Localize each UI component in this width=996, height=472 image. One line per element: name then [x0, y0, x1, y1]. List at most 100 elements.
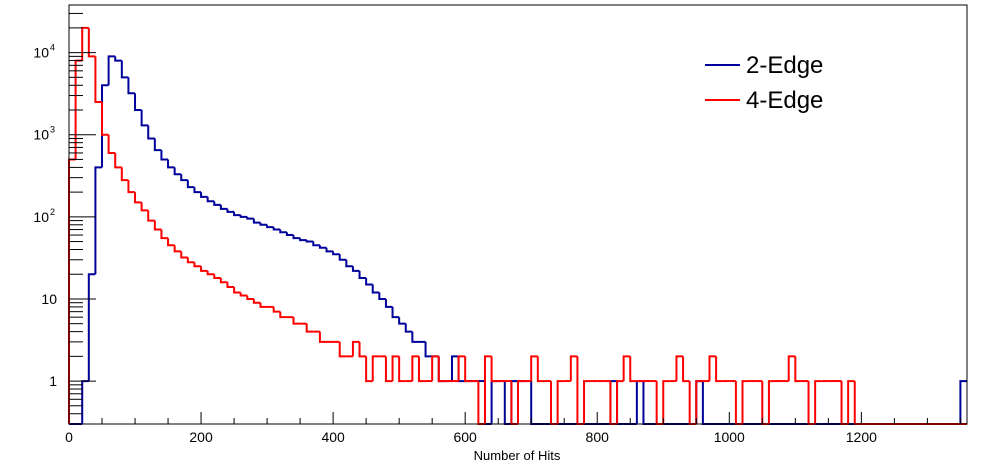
histogram-bin-4edge	[556, 380, 565, 424]
histogram-bin-2edge	[107, 55, 116, 86]
histogram-bin-4edge	[160, 229, 169, 240]
histogram-bin-4edge	[153, 220, 162, 231]
histogram-bin-4edge	[371, 355, 380, 382]
histogram-bin-4edge	[695, 380, 703, 424]
histogram-bin-2edge	[266, 224, 274, 229]
legend: 2-Edge 4-Edge	[705, 52, 823, 114]
histogram-bin-4edge	[213, 274, 221, 279]
histogram-bin-2edge	[114, 56, 122, 62]
histogram-bin-4edge	[200, 266, 208, 272]
x-tick-label: 800	[586, 429, 610, 445]
histogram-bin-2edge	[450, 355, 459, 382]
histogram-bin-4edge	[536, 356, 545, 383]
histogram-bin-4edge	[708, 355, 717, 382]
histogram-bin-4edge	[147, 210, 155, 222]
y-tick-base: 10	[33, 209, 49, 225]
histogram-bin-2edge	[233, 211, 241, 217]
histogram-bin-4edge	[847, 380, 855, 424]
histogram-bin-2edge	[239, 215, 248, 218]
histogram-bin-4edge	[675, 355, 684, 382]
histogram-bin-2edge	[312, 241, 320, 247]
histogram-bin-4edge	[120, 167, 129, 182]
histogram-bin-2edge	[120, 60, 129, 79]
histogram-bin-4edge	[318, 331, 327, 343]
histogram-bin-2edge	[272, 227, 281, 231]
histogram-bin-2edge	[338, 254, 347, 261]
histogram-bin-2edge	[140, 110, 149, 127]
histogram-bin-2edge	[180, 174, 188, 182]
histogram-bin-2edge	[246, 216, 254, 220]
histogram-bin-4edge	[629, 356, 637, 383]
histogram-bin-2edge	[186, 180, 195, 189]
histogram-bin-2edge	[404, 323, 413, 333]
histogram-bin-2edge	[424, 341, 433, 358]
histogram-bin-2edge	[200, 192, 208, 198]
histogram-bin-2edge	[160, 150, 169, 161]
y-tick-base: 10	[33, 45, 49, 61]
legend-label-4edge: 4-Edge	[746, 87, 823, 114]
histogram-bin-4edge	[186, 257, 195, 264]
histogram-bin-4edge	[365, 356, 373, 383]
histogram-bin-4edge	[464, 356, 472, 383]
histogram-bin-2edge	[299, 238, 307, 242]
histogram-bin-4edge	[715, 356, 723, 383]
histogram-bin-4edge	[305, 323, 314, 333]
histogram-bin-2edge	[193, 187, 202, 194]
histogram-bin-2edge	[285, 232, 294, 237]
histogram-bin-4edge	[233, 286, 241, 294]
y-tick-exponent: 4	[50, 43, 55, 53]
x-tick-label: 1000	[714, 429, 745, 445]
y-tick-base: 10	[41, 291, 57, 307]
histogram-bin-4edge	[292, 317, 301, 325]
y-tick-base: 1	[49, 373, 57, 389]
histogram-bin-2edge	[87, 273, 96, 382]
histogram-bin-2edge	[252, 218, 261, 224]
histogram-bin-2edge	[305, 240, 314, 243]
histogram-bin-4edge	[417, 356, 426, 383]
histogram-bin-2edge	[701, 381, 710, 425]
histogram-bin-4edge	[173, 245, 182, 253]
histogram-bin-2edge	[332, 251, 340, 256]
x-tick-label: 1200	[846, 429, 877, 445]
histogram-bin-2edge	[134, 93, 142, 112]
histogram-bin-4edge	[814, 380, 822, 424]
x-tick-label: 0	[65, 429, 73, 445]
x-tick-label: 600	[453, 429, 477, 445]
histogram-bin-2edge	[384, 298, 393, 308]
x-tick-label: 400	[321, 429, 345, 445]
histogram-bin-2edge	[153, 138, 162, 152]
histogram-bin-4edge	[252, 298, 261, 304]
histogram-bin-2edge	[213, 201, 221, 206]
histogram-bin-4edge	[246, 295, 254, 300]
histogram-bin-2edge	[345, 259, 353, 268]
histogram-bin-4edge	[483, 355, 492, 424]
histogram-bin-4edge	[437, 356, 446, 383]
plot-frame	[68, 4, 968, 425]
histogram-bin-4edge	[87, 27, 96, 58]
histogram-bin-4edge	[569, 355, 578, 382]
histogram-bin-2edge	[351, 266, 360, 272]
histogram-bin-4edge	[193, 262, 202, 268]
histogram-bin-4edge	[94, 56, 103, 104]
histogram-bin-2edge	[325, 247, 334, 253]
histogram-bin-4edge	[226, 282, 235, 288]
histogram-bin-4edge	[616, 380, 624, 424]
y-tick-label: 10 2	[33, 207, 55, 225]
histogram-bin-2edge	[365, 277, 373, 286]
x-axis-title: Number of Hits	[474, 448, 561, 463]
histogram-bin-2edge	[358, 270, 367, 279]
histogram-bin-2edge	[398, 317, 406, 325]
histogram-bin-4edge	[787, 355, 796, 382]
histogram-bin-2edge	[391, 306, 400, 319]
y-tick-label: 10 4	[33, 43, 55, 61]
histogram-bin-2edge	[642, 381, 651, 425]
histogram-bin-4edge	[384, 356, 393, 383]
histogram-bin-2edge	[219, 204, 228, 210]
series-4edge	[68, 26, 967, 425]
legend-label-2edge: 2-Edge	[746, 52, 823, 79]
y-tick-base: 10	[33, 127, 49, 143]
histogram-bin-4edge	[180, 251, 188, 259]
histogram-bin-4edge	[134, 192, 142, 204]
histogram-bin-4edge	[358, 341, 367, 358]
histogram-bin-4edge	[279, 311, 287, 319]
